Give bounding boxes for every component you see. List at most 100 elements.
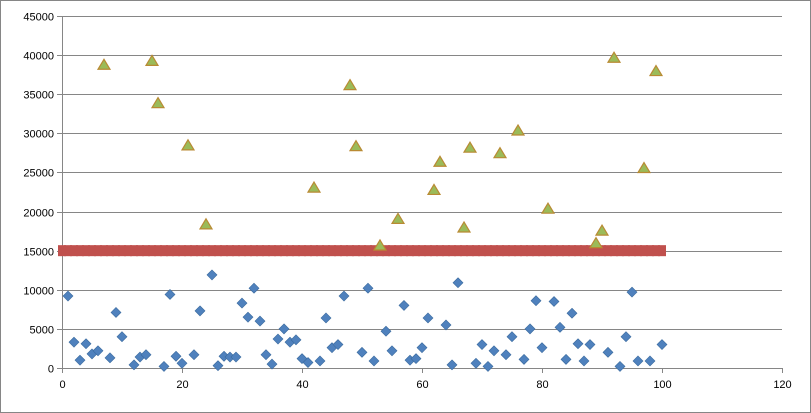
data-point-bar: [358, 245, 366, 257]
data-point-diamond: [560, 353, 572, 365]
data-point-diamond: [248, 282, 260, 294]
data-point-bar: [418, 245, 426, 257]
data-point-diamond: [104, 352, 116, 364]
data-point-diamond: [416, 342, 428, 354]
data-point-diamond: [212, 360, 224, 372]
data-point-diamond: [110, 307, 122, 318]
data-point-bar: [136, 245, 144, 257]
series-diamond: [62, 269, 668, 372]
data-point-diamond: [614, 361, 626, 372]
gridlines: [62, 16, 782, 330]
data-point-diamond: [602, 346, 614, 358]
data-point-diamond: [260, 349, 272, 361]
data-point-diamond: [128, 359, 140, 371]
data-point-bar: [604, 245, 612, 257]
data-point-triangle: [306, 180, 322, 193]
data-point-diamond: [380, 325, 392, 337]
data-point-diamond: [242, 311, 254, 323]
data-point-bar: [346, 245, 354, 257]
data-point-diamond: [254, 315, 266, 327]
data-point-diamond: [506, 331, 518, 343]
plot-area-marks: [58, 51, 668, 372]
data-point-bar: [334, 245, 342, 257]
data-point-bar: [208, 245, 216, 257]
data-point-bar: [118, 245, 126, 257]
data-point-bar: [292, 245, 300, 257]
x-tick-label: 40: [296, 379, 308, 391]
data-point-bar: [94, 245, 102, 257]
data-point-triangle: [456, 220, 472, 233]
y-tick-label: 10000: [23, 286, 54, 298]
data-point-diamond: [584, 339, 596, 350]
data-point-triangle: [462, 141, 478, 153]
data-point-bar: [364, 245, 372, 257]
data-point-bar: [436, 245, 444, 257]
data-point-bar: [310, 245, 318, 257]
data-point-bar: [652, 245, 660, 257]
data-point-diamond: [452, 277, 464, 289]
data-point-bar: [370, 245, 378, 257]
data-point-triangle: [492, 146, 508, 159]
data-point-bar: [76, 245, 84, 257]
data-point-diamond: [566, 307, 578, 319]
data-point-diamond: [140, 349, 152, 361]
data-point-bar: [280, 245, 288, 257]
data-point-diamond: [626, 286, 638, 298]
data-point-bar: [490, 245, 498, 257]
data-point-bar: [598, 245, 606, 257]
data-point-diamond: [572, 338, 584, 350]
data-point-bar: [100, 245, 108, 257]
data-point-diamond: [476, 339, 488, 350]
data-point-bar: [178, 245, 186, 257]
data-point-diamond: [578, 355, 590, 367]
data-point-bar: [574, 245, 582, 257]
data-point-diamond: [524, 323, 536, 335]
data-point-bar: [316, 245, 324, 257]
data-point-diamond: [320, 312, 332, 324]
data-point-diamond: [356, 346, 368, 358]
data-point-bar: [70, 245, 78, 257]
data-point-bar: [184, 245, 192, 257]
data-point-bar: [466, 245, 474, 257]
data-point-bar: [250, 245, 258, 257]
data-point-diamond: [422, 312, 434, 324]
data-point-bar: [154, 245, 162, 257]
data-point-bar: [544, 245, 552, 257]
data-point-bar: [592, 245, 600, 257]
data-point-diamond: [206, 269, 218, 281]
data-point-triangle: [348, 139, 364, 152]
data-point-diamond: [116, 331, 128, 343]
y-tick-label: 30000: [23, 129, 54, 141]
data-point-bar: [580, 245, 588, 257]
data-point-bar: [400, 245, 408, 257]
data-point-bar: [508, 245, 516, 257]
data-point-bar: [382, 245, 390, 257]
data-point-bar: [64, 245, 72, 257]
data-point-diamond: [302, 357, 314, 368]
data-point-diamond: [158, 361, 170, 372]
data-point-bar: [340, 245, 348, 257]
data-point-diamond: [278, 323, 290, 335]
data-point-bar: [448, 245, 456, 257]
data-point-diamond: [398, 299, 410, 311]
x-tick-label: 20: [176, 379, 188, 391]
data-point-diamond: [440, 319, 452, 331]
data-point-triangle: [636, 161, 652, 174]
data-point-bar: [166, 245, 174, 257]
data-point-bar: [232, 245, 240, 257]
data-point-triangle: [342, 78, 358, 91]
data-point-bar: [412, 245, 420, 257]
data-point-diamond: [74, 354, 86, 366]
data-point-diamond: [188, 349, 200, 361]
data-point-triangle: [426, 183, 442, 196]
data-point-bar: [514, 245, 522, 257]
data-point-bar: [190, 245, 198, 257]
data-point-bar: [58, 245, 66, 257]
data-point-diamond: [446, 359, 458, 371]
data-point-bar: [124, 245, 132, 257]
data-point-bar: [556, 245, 564, 257]
data-point-diamond: [620, 331, 632, 343]
data-point-diamond: [314, 355, 326, 367]
